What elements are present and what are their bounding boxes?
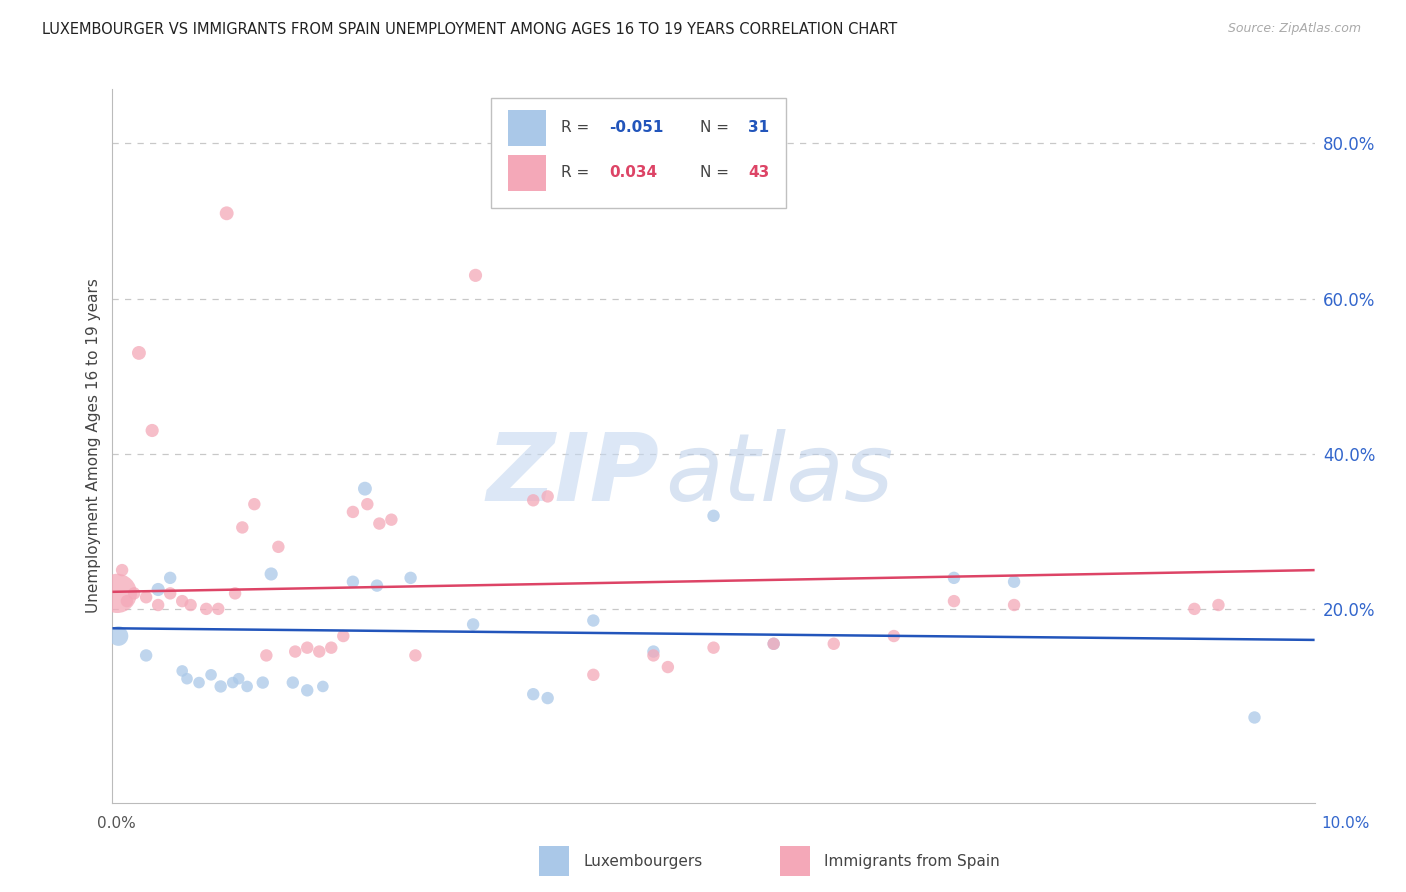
Point — [146, 598, 169, 612]
Point — [1243, 710, 1265, 724]
Point — [243, 497, 266, 511]
Point — [464, 268, 486, 283]
Point — [321, 640, 343, 655]
Point — [146, 582, 169, 597]
Point — [582, 614, 605, 628]
Point — [222, 675, 245, 690]
Point — [224, 586, 246, 600]
Point — [115, 594, 138, 608]
Point — [297, 683, 319, 698]
Point — [281, 675, 304, 690]
Point — [312, 680, 335, 694]
Point — [883, 629, 905, 643]
Point — [380, 513, 402, 527]
Point — [1208, 598, 1230, 612]
Text: 43: 43 — [748, 165, 769, 180]
Point — [762, 637, 785, 651]
Point — [404, 648, 426, 663]
Text: Immigrants from Spain: Immigrants from Spain — [824, 854, 1000, 869]
Point — [159, 586, 181, 600]
Text: 10.0%: 10.0% — [1322, 816, 1369, 830]
Point — [657, 660, 679, 674]
Point — [702, 640, 725, 655]
Text: 0.034: 0.034 — [609, 165, 657, 180]
Point — [368, 516, 391, 531]
Text: atlas: atlas — [665, 429, 894, 520]
Text: R =: R = — [561, 165, 593, 180]
Point — [366, 579, 388, 593]
Point — [207, 602, 229, 616]
Point — [942, 594, 965, 608]
Point — [228, 672, 250, 686]
Text: R =: R = — [561, 120, 593, 136]
Point — [284, 644, 307, 658]
Point — [461, 617, 484, 632]
Text: N =: N = — [700, 120, 734, 136]
Point — [135, 648, 157, 663]
Point — [128, 346, 150, 360]
Point — [111, 563, 134, 577]
Point — [823, 637, 845, 651]
Text: Source: ZipAtlas.com: Source: ZipAtlas.com — [1227, 22, 1361, 36]
Point — [942, 571, 965, 585]
Point — [537, 490, 560, 504]
FancyBboxPatch shape — [508, 110, 547, 145]
Point — [643, 644, 665, 658]
FancyBboxPatch shape — [508, 155, 547, 191]
FancyBboxPatch shape — [491, 98, 786, 209]
Point — [135, 591, 157, 605]
Y-axis label: Unemployment Among Ages 16 to 19 years: Unemployment Among Ages 16 to 19 years — [86, 278, 101, 614]
Point — [354, 482, 377, 496]
Point — [172, 594, 194, 608]
Point — [643, 648, 665, 663]
Text: 31: 31 — [748, 120, 769, 136]
Point — [582, 668, 605, 682]
Text: ZIP: ZIP — [486, 428, 659, 521]
Point — [252, 675, 274, 690]
Point — [1184, 602, 1206, 616]
Point — [107, 629, 129, 643]
Point — [762, 637, 785, 651]
Point — [231, 520, 253, 534]
Point — [522, 493, 544, 508]
Point — [254, 648, 277, 663]
Point — [522, 687, 544, 701]
Point — [195, 602, 218, 616]
Point — [332, 629, 354, 643]
Text: Luxembourgers: Luxembourgers — [583, 854, 703, 869]
Point — [1002, 598, 1025, 612]
Point — [308, 644, 330, 658]
Point — [702, 508, 725, 523]
Point — [209, 680, 232, 694]
Point — [342, 574, 364, 589]
Text: N =: N = — [700, 165, 734, 180]
FancyBboxPatch shape — [540, 847, 569, 876]
Point — [356, 497, 378, 511]
Point — [215, 206, 238, 220]
Point — [342, 505, 364, 519]
Point — [236, 680, 259, 694]
Point — [399, 571, 422, 585]
Point — [297, 640, 319, 655]
FancyBboxPatch shape — [780, 847, 810, 876]
Point — [260, 566, 283, 581]
Point — [200, 668, 222, 682]
Point — [188, 675, 211, 690]
Point — [141, 424, 163, 438]
Text: 0.0%: 0.0% — [97, 816, 136, 830]
Point — [122, 586, 145, 600]
Point — [159, 571, 181, 585]
Point — [1002, 574, 1025, 589]
Point — [267, 540, 290, 554]
Point — [105, 586, 128, 600]
Text: LUXEMBOURGER VS IMMIGRANTS FROM SPAIN UNEMPLOYMENT AMONG AGES 16 TO 19 YEARS COR: LUXEMBOURGER VS IMMIGRANTS FROM SPAIN UN… — [42, 22, 897, 37]
Text: -0.051: -0.051 — [609, 120, 664, 136]
Point — [537, 691, 560, 706]
Point — [176, 672, 198, 686]
Point — [172, 664, 194, 678]
Point — [180, 598, 202, 612]
